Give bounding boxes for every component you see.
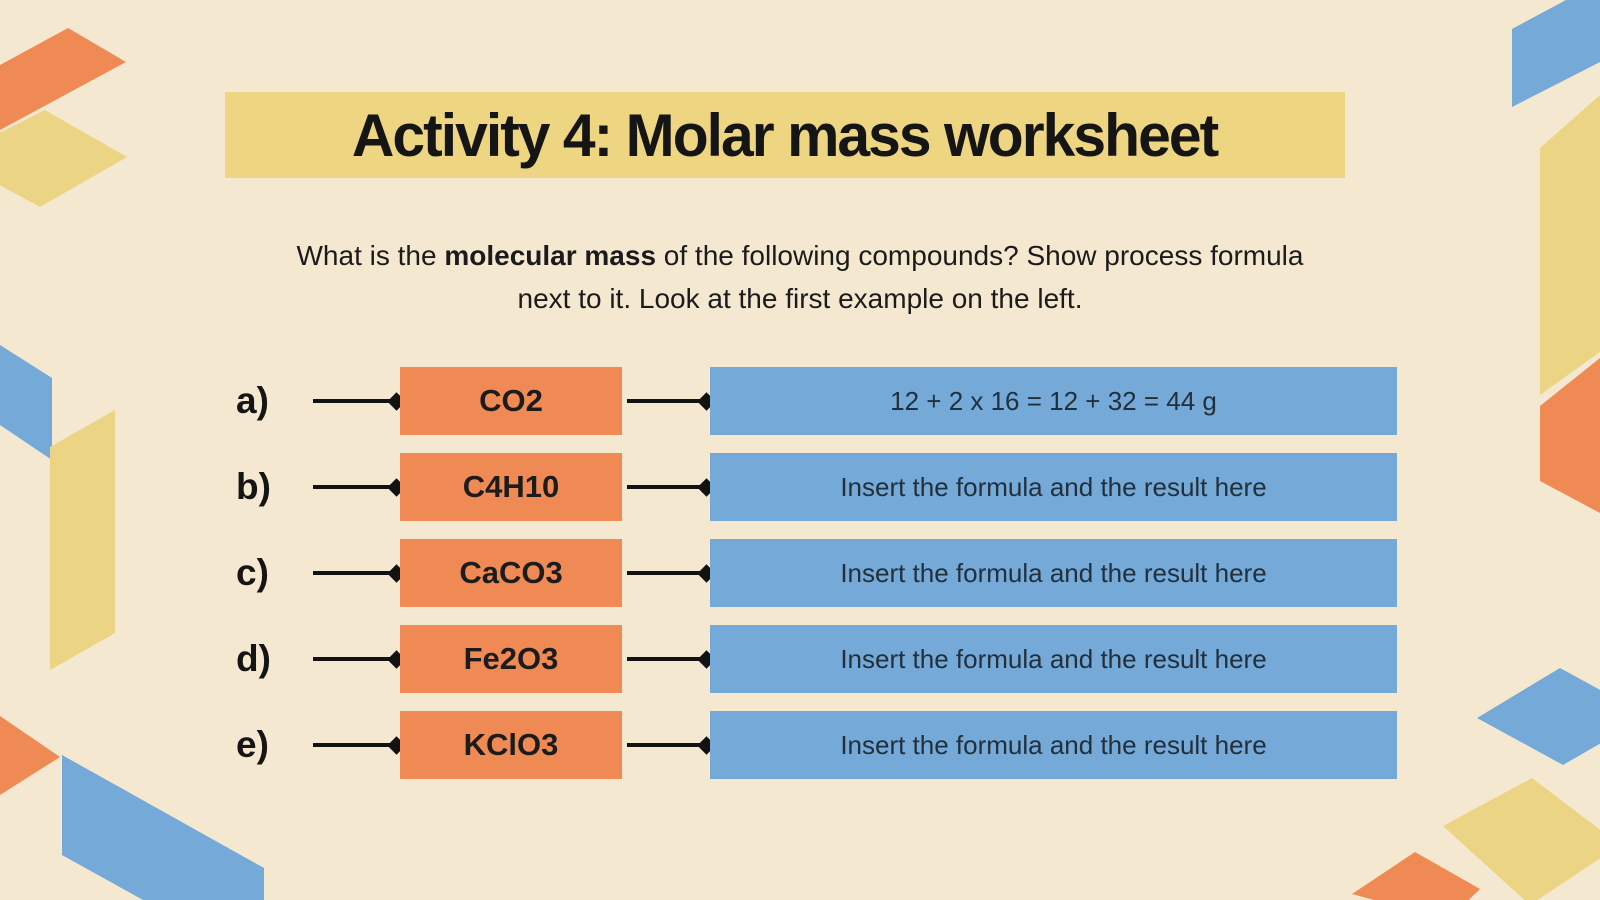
row-label: e) bbox=[236, 724, 269, 765]
instruction-line2: next to it. Look at the first example on… bbox=[517, 283, 1083, 314]
label-to-compound-arrow bbox=[313, 539, 406, 607]
arrow-line bbox=[627, 399, 705, 403]
row-label: a) bbox=[236, 380, 269, 421]
label-to-compound-arrow bbox=[313, 711, 406, 779]
answer-box[interactable]: Insert the formula and the result here bbox=[710, 539, 1397, 607]
deco-top-right-blue-parallelogram bbox=[1512, 0, 1600, 107]
instruction-line1-prefix: What is the bbox=[296, 240, 445, 271]
compound-to-answer-arrow bbox=[627, 453, 716, 521]
compound-to-answer-arrow bbox=[627, 711, 716, 779]
answer-box[interactable]: 12 + 2 x 16 = 12 + 32 = 44 g bbox=[710, 367, 1397, 435]
label-to-compound-arrow bbox=[313, 453, 406, 521]
compound-box: CaCO3 bbox=[400, 539, 622, 607]
worksheet-row-a: a) CO2 12 + 2 x 16 = 12 + 32 = 44 g bbox=[0, 367, 1600, 435]
answer-box[interactable]: Insert the formula and the result here bbox=[710, 453, 1397, 521]
arrow-line bbox=[313, 399, 395, 403]
row-label: c) bbox=[236, 552, 269, 593]
arrow-line bbox=[627, 657, 705, 661]
deco-top-left-orange-parallelogram bbox=[0, 28, 126, 130]
compound-to-answer-arrow bbox=[627, 539, 716, 607]
arrow-line bbox=[313, 743, 395, 747]
label-to-compound-arrow bbox=[313, 367, 406, 435]
arrow-line bbox=[313, 485, 395, 489]
compound-to-answer-arrow bbox=[627, 367, 716, 435]
compound-box: C4H10 bbox=[400, 453, 622, 521]
arrow-line bbox=[313, 657, 395, 661]
compound-box: CO2 bbox=[400, 367, 622, 435]
arrow-line bbox=[627, 485, 705, 489]
worksheet-row-b: b) C4H10 Insert the formula and the resu… bbox=[0, 453, 1600, 521]
deco-bottom-right-orange-diamond bbox=[1352, 852, 1480, 900]
worksheet-row-d: d) Fe2O3 Insert the formula and the resu… bbox=[0, 625, 1600, 693]
answer-box[interactable]: Insert the formula and the result here bbox=[710, 625, 1397, 693]
row-label: d) bbox=[236, 638, 271, 679]
deco-top-left-yellow-diamond bbox=[0, 110, 127, 207]
row-label: b) bbox=[236, 466, 271, 507]
arrow-line bbox=[627, 571, 705, 575]
compound-box: Fe2O3 bbox=[400, 625, 622, 693]
compound-to-answer-arrow bbox=[627, 625, 716, 693]
worksheet-row-c: c) CaCO3 Insert the formula and the resu… bbox=[0, 539, 1600, 607]
label-to-compound-arrow bbox=[313, 625, 406, 693]
answer-box[interactable]: Insert the formula and the result here bbox=[710, 711, 1397, 779]
worksheet-row-e: e) KClO3 Insert the formula and the resu… bbox=[0, 711, 1600, 779]
instruction-bold: molecular mass bbox=[444, 240, 657, 271]
instruction-text: What is the molecular mass of the follow… bbox=[0, 234, 1600, 320]
arrow-line bbox=[627, 743, 705, 747]
compound-box: KClO3 bbox=[400, 711, 622, 779]
title-highlight: Activity 4: Molar mass worksheet bbox=[225, 92, 1345, 178]
instruction-line1-suffix: of the following compounds? Show process… bbox=[656, 240, 1304, 271]
deco-bottom-right-yellow-diamond bbox=[1443, 778, 1600, 900]
page-title: Activity 4: Molar mass worksheet bbox=[352, 101, 1219, 169]
arrow-line bbox=[313, 571, 395, 575]
